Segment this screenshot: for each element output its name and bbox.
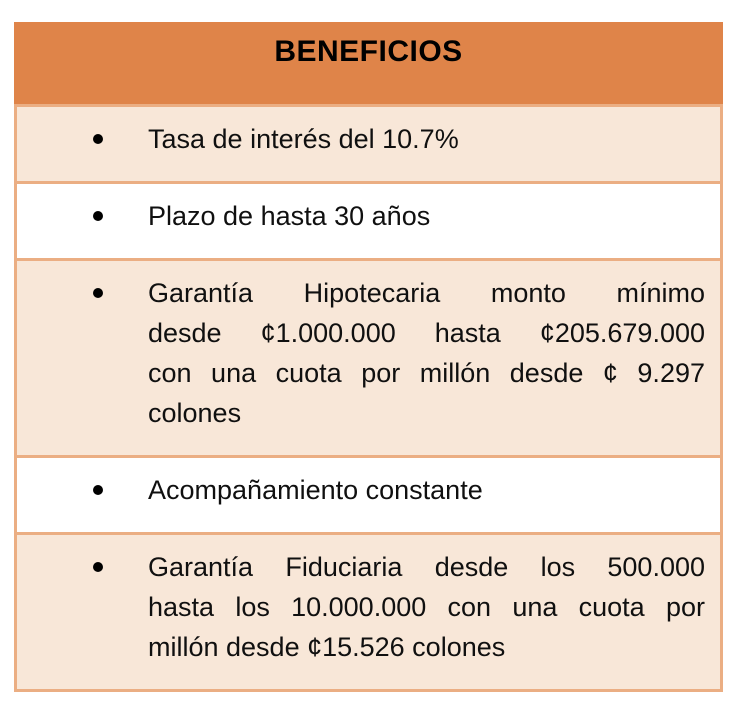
- benefit-line: Garantía Fiduciaria desde los 500.000: [148, 552, 705, 582]
- benefit-row: Plazo de hasta 30 años: [17, 181, 720, 258]
- benefit-text: Plazo de hasta 30 años: [148, 196, 705, 236]
- benefit-line: Acompañamiento constante: [148, 475, 483, 505]
- bullet-icon: [93, 562, 103, 572]
- benefit-row: Garantía Fiduciaria desde los 500.000 has…: [17, 532, 720, 689]
- benefit-row: Garantía Hipotecaria monto mínimo desde ¢…: [17, 258, 720, 455]
- benefit-line: Garantía Hipotecaria monto mínimo: [148, 278, 705, 308]
- table-body: Tasa de interés del 10.7% Plazo de hasta…: [14, 104, 723, 692]
- benefit-row: Tasa de interés del 10.7%: [17, 104, 720, 181]
- benefit-line: millón desde ¢15.526 colones: [148, 632, 506, 662]
- benefit-line: colones: [148, 398, 242, 428]
- benefit-line: hasta los 10.000.000 con una cuota por: [148, 592, 705, 622]
- table-header-cell: BENEFICIOS: [14, 22, 723, 104]
- benefit-line: con una cuota por millón desde ¢ 9.297: [148, 358, 705, 388]
- benefit-line: Plazo de hasta 30 años: [148, 201, 431, 231]
- benefit-line: Tasa de interés del 10.7%: [148, 124, 459, 154]
- bullet-icon: [93, 211, 103, 221]
- benefit-text: Garantía Fiduciaria desde los 500.000 has…: [148, 547, 705, 667]
- bullet-icon: [93, 485, 103, 495]
- benefit-text: Acompañamiento constante: [148, 470, 705, 510]
- bullet-icon: [93, 134, 103, 144]
- benefit-line: desde ¢1.000.000 hasta ¢205.679.000: [148, 318, 705, 348]
- benefit-text: Garantía Hipotecaria monto mínimo desde ¢…: [148, 273, 705, 433]
- benefit-row: Acompañamiento constante: [17, 455, 720, 532]
- bullet-icon: [93, 288, 103, 298]
- benefits-table: BENEFICIOS Tasa de interés del 10.7% Pla…: [14, 22, 723, 692]
- benefit-text: Tasa de interés del 10.7%: [148, 119, 705, 159]
- table-title: BENEFICIOS: [274, 35, 463, 68]
